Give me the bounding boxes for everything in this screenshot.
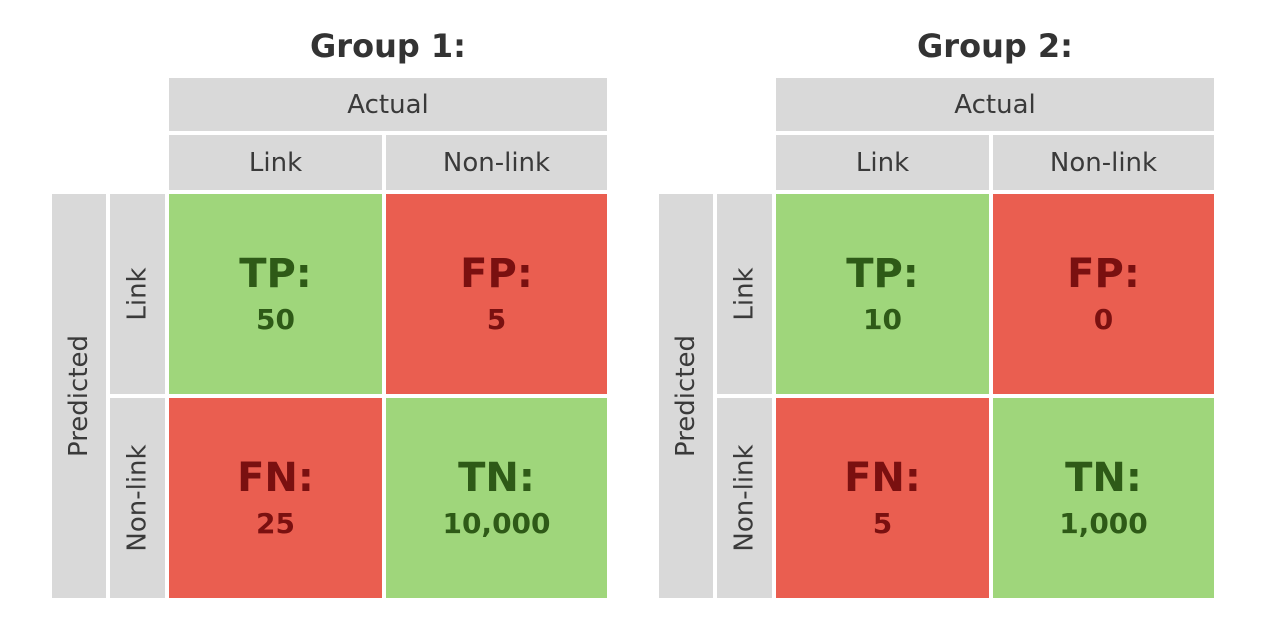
false-negative-cell: FN: 5	[776, 398, 989, 598]
group-title: Group 2:	[917, 27, 1073, 65]
confusion-matrix-group-1: Group 1: Actual Link Non-link Predicted …	[52, 0, 612, 642]
false-positive-cell: FP: 0	[993, 194, 1214, 394]
tn-value: 10,000	[442, 507, 551, 540]
predicted-nonlink-label: Non-link	[122, 444, 153, 552]
predicted-link-header: Link	[717, 194, 772, 394]
fn-label: FN:	[237, 455, 314, 501]
tp-value: 10	[863, 303, 902, 336]
predicted-nonlink-label: Non-link	[729, 444, 760, 552]
fn-label: FN:	[844, 455, 921, 501]
tp-label: TP:	[846, 251, 919, 297]
actual-header: Actual	[776, 78, 1214, 131]
predicted-link-label: Link	[122, 267, 153, 321]
fp-label: FP:	[460, 251, 533, 297]
group-title: Group 1:	[310, 27, 466, 65]
predicted-link-header: Link	[110, 194, 165, 394]
tn-label: TN:	[1065, 455, 1142, 501]
tn-value: 1,000	[1059, 507, 1148, 540]
actual-nonlink-header: Non-link	[993, 135, 1214, 190]
predicted-label: Predicted	[671, 334, 701, 458]
fn-value: 25	[256, 507, 295, 540]
false-positive-cell: FP: 5	[386, 194, 607, 394]
confusion-matrix-group-2: Group 2: Actual Link Non-link Predicted …	[659, 0, 1219, 642]
actual-header: Actual	[169, 78, 607, 131]
fp-value: 0	[1093, 303, 1114, 336]
true-positive-cell: TP: 10	[776, 194, 989, 394]
fp-value: 5	[486, 303, 507, 336]
predicted-nonlink-header: Non-link	[717, 398, 772, 598]
predicted-label: Predicted	[64, 334, 94, 458]
true-negative-cell: TN: 1,000	[993, 398, 1214, 598]
actual-link-header: Link	[169, 135, 382, 190]
predicted-link-label: Link	[729, 267, 760, 321]
fp-label: FP:	[1067, 251, 1140, 297]
predicted-header: Predicted	[52, 194, 106, 598]
true-negative-cell: TN: 10,000	[386, 398, 607, 598]
false-negative-cell: FN: 25	[169, 398, 382, 598]
predicted-header: Predicted	[659, 194, 713, 598]
actual-nonlink-header: Non-link	[386, 135, 607, 190]
actual-link-header: Link	[776, 135, 989, 190]
true-positive-cell: TP: 50	[169, 194, 382, 394]
tp-value: 50	[256, 303, 295, 336]
fn-value: 5	[872, 507, 893, 540]
predicted-nonlink-header: Non-link	[110, 398, 165, 598]
tp-label: TP:	[239, 251, 312, 297]
tn-label: TN:	[458, 455, 535, 501]
